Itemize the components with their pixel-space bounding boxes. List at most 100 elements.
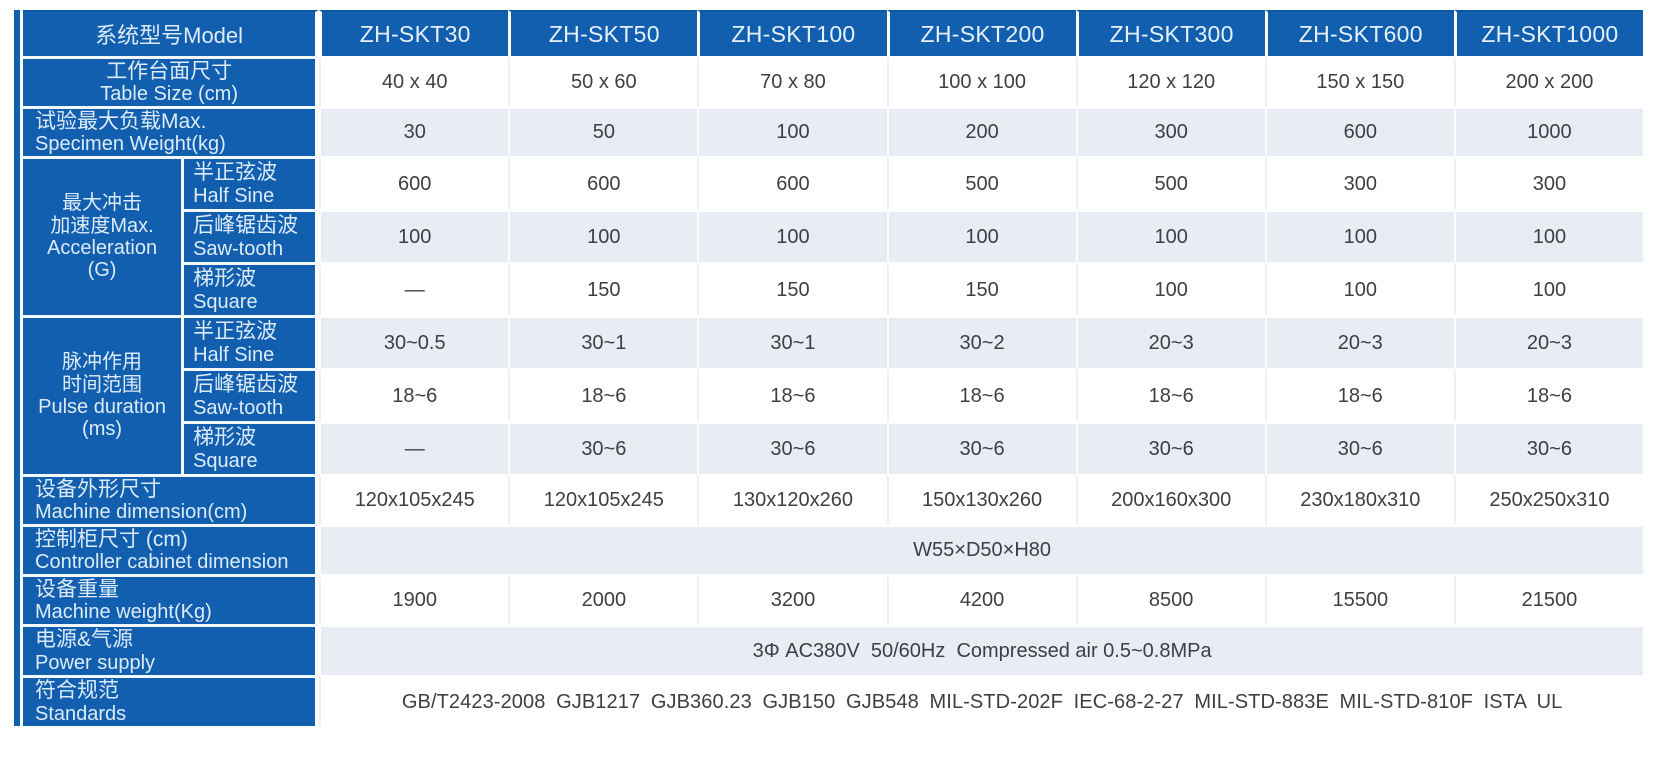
- label-zh: 后峰锯齿波: [193, 214, 299, 238]
- value-cell: 300: [1453, 156, 1643, 209]
- group-line: 时间范围: [62, 373, 143, 396]
- row-pulse-saw-tooth: 后峰锯齿波 Saw-tooth 18~6 18~6 18~6 18~6 18~6…: [23, 368, 1643, 421]
- value-cell: 2000: [508, 574, 698, 624]
- row-acceleration-half-sine: 最大冲击 加速度Max. Acceleration (G) 半正弦波 Half …: [23, 156, 1643, 315]
- value-cell: 250x250x310: [1453, 474, 1643, 524]
- label-zh: 后峰锯齿波: [193, 373, 299, 397]
- group-label-max-acceleration: 最大冲击 加速度Max. Acceleration (G): [23, 156, 182, 315]
- group-line: (ms): [82, 418, 123, 441]
- power-supply-value: 3Φ AC380V 50/60Hz Compressed air 0.5~0.8…: [319, 624, 1643, 675]
- value-cell: 30~1: [697, 315, 887, 368]
- value-cell: 600: [319, 156, 509, 209]
- row-acceleration-saw-tooth: 后峰锯齿波 Saw-tooth 100 100 100 100 100 100 …: [23, 209, 1643, 262]
- label-zh: 控制柜尺寸 (cm): [35, 527, 188, 551]
- row-label-machine-dimension: 设备外形尺寸 Machine dimension(cm): [23, 474, 320, 524]
- row-pulse-half-sine: 脉冲作用 时间范围 Pulse duration (ms) 半正弦波 Half …: [23, 315, 1643, 474]
- spec-table: 系统型号Model ZH-SKT30 ZH-SKT50 ZH-SKT100 ZH…: [23, 10, 1643, 726]
- value-cell: 500: [1075, 156, 1265, 209]
- wave-label-half-sine: 半正弦波 Half Sine: [181, 315, 320, 368]
- label-zh: 试验最大负载Max.: [35, 109, 207, 133]
- value-cell: 21500: [1453, 574, 1643, 624]
- value-cell: 120x105x245: [319, 474, 509, 524]
- label-zh: 梯形波: [193, 267, 257, 291]
- value-cell: 230x180x310: [1264, 474, 1454, 524]
- row-standards: 符合规范 Standards GB/T2423-2008 GJB1217 GJB…: [23, 675, 1643, 726]
- model-col-zh-skt1000: ZH-SKT1000: [1453, 10, 1643, 56]
- label-en: Half Sine: [193, 343, 275, 366]
- value-cell: 100: [697, 209, 887, 262]
- model-col-zh-skt30: ZH-SKT30: [319, 10, 509, 56]
- label-en: Saw-tooth: [193, 237, 284, 260]
- value-cell: 30~6: [697, 421, 887, 474]
- group-line: Acceleration: [47, 237, 158, 259]
- value-cell: 100: [886, 209, 1076, 262]
- value-cell: 500: [886, 156, 1076, 209]
- label-en: Square: [193, 290, 258, 313]
- model-col-zh-skt200: ZH-SKT200: [886, 10, 1076, 56]
- value-cell: 120x105x245: [508, 474, 698, 524]
- value-cell: 50 x 60: [508, 56, 698, 106]
- group-line: 最大冲击: [62, 192, 143, 215]
- header-row: 系统型号Model ZH-SKT30 ZH-SKT50 ZH-SKT100 ZH…: [23, 10, 1643, 56]
- row-acceleration-square: 梯形波 Square — 150 150 150 100 100 100: [23, 262, 1643, 315]
- value-cell: 150 x 150: [1264, 56, 1454, 106]
- label-en: Saw-tooth: [193, 396, 284, 419]
- label-zh: 半正弦波: [193, 161, 278, 185]
- value-cell: 100: [508, 209, 698, 262]
- wave-label-half-sine: 半正弦波 Half Sine: [181, 156, 320, 209]
- label-en: Machine dimension(cm): [35, 501, 248, 524]
- value-cell: 130x120x260: [697, 474, 887, 524]
- value-cell: 100: [697, 106, 887, 156]
- value-cell: 50: [508, 106, 698, 156]
- value-cell: 100: [1453, 209, 1643, 262]
- value-cell: 100: [1264, 209, 1454, 262]
- value-cell: 3200: [697, 574, 887, 624]
- value-cell: 70 x 80: [697, 56, 887, 106]
- value-cell: 100 x 100: [886, 56, 1076, 106]
- label-zh: 设备重量: [35, 577, 119, 601]
- value-cell: 200: [886, 106, 1076, 156]
- label-en: Half Sine: [193, 184, 275, 207]
- value-cell: 30~6: [1075, 421, 1265, 474]
- model-col-zh-skt300: ZH-SKT300: [1075, 10, 1265, 56]
- row-label-machine-weight: 设备重量 Machine weight(Kg): [23, 574, 320, 624]
- value-cell: 18~6: [508, 368, 698, 421]
- label-zh: 工作台面尺寸: [106, 59, 233, 83]
- value-cell: 600: [508, 156, 698, 209]
- value-cell: 600: [1264, 106, 1454, 156]
- value-cell: 120 x 120: [1075, 56, 1265, 106]
- model-col-zh-skt50: ZH-SKT50: [508, 10, 698, 56]
- row-label-specimen-weight: 试验最大负载Max. Specimen Weight(kg): [23, 106, 320, 156]
- row-label-standards: 符合规范 Standards: [23, 675, 320, 726]
- row-label-power-supply: 电源&气源 Power supply: [23, 624, 320, 675]
- group-line: 脉冲作用: [62, 351, 143, 374]
- label-en: Power supply: [35, 651, 156, 674]
- controller-cabinet-value: W55×D50×H80: [319, 524, 1643, 574]
- wave-label-square: 梯形波 Square: [181, 262, 320, 315]
- row-machine-dimension: 设备外形尺寸 Machine dimension(cm) 120x105x245…: [23, 474, 1643, 524]
- value-cell: 100: [1264, 262, 1454, 315]
- row-power-supply: 电源&气源 Power supply 3Φ AC380V 50/60Hz Com…: [23, 624, 1643, 675]
- value-cell: 18~6: [697, 368, 887, 421]
- label-zh: 半正弦波: [193, 320, 278, 344]
- value-cell: 150: [886, 262, 1076, 315]
- value-cell: 30: [319, 106, 509, 156]
- value-cell: 300: [1075, 106, 1265, 156]
- value-cell: 600: [697, 156, 887, 209]
- value-cell: 30~2: [886, 315, 1076, 368]
- row-table-size: 工作台面尺寸 Table Size (cm) 40 x 40 50 x 60 7…: [23, 56, 1643, 106]
- label-zh: 梯形波: [193, 426, 257, 450]
- row-machine-weight: 设备重量 Machine weight(Kg) 1900 2000 3200 4…: [23, 574, 1643, 624]
- value-cell: 100: [1453, 262, 1643, 315]
- row-controller-cabinet: 控制柜尺寸 (cm) Controller cabinet dimension …: [23, 524, 1643, 574]
- value-cell: 100: [1075, 262, 1265, 315]
- value-cell: —: [319, 262, 509, 315]
- value-cell: 18~6: [1264, 368, 1454, 421]
- group-line: 加速度Max.: [50, 214, 154, 237]
- value-cell: 30~6: [1453, 421, 1643, 474]
- model-row-label: 系统型号Model: [23, 10, 320, 56]
- value-cell: 18~6: [886, 368, 1076, 421]
- value-cell: 30~0.5: [319, 315, 509, 368]
- value-cell: 150: [697, 262, 887, 315]
- row-label-table-size: 工作台面尺寸 Table Size (cm): [23, 56, 320, 106]
